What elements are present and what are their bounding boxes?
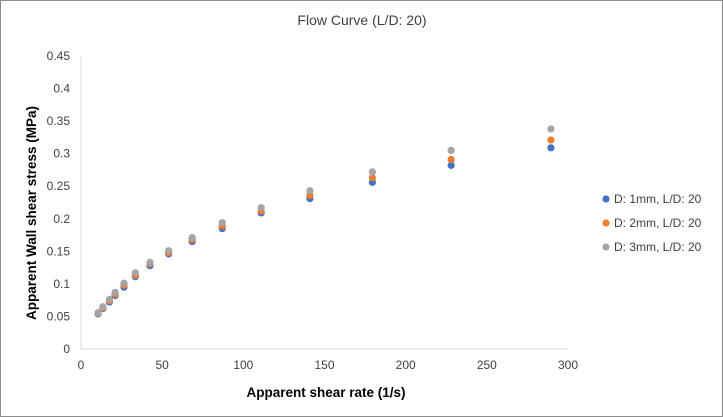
data-point-series-3: [99, 303, 107, 311]
data-point-series-3: [257, 204, 265, 212]
y-tick-labels: 0 0.05 0.1 0.15 0.2 0.25 0.3 0.35 0.4 0.45: [47, 49, 71, 356]
data-point-series-3: [306, 187, 314, 195]
y-tick-label: 0.15: [47, 244, 71, 258]
x-tick-label: 0: [78, 358, 85, 372]
data-point-series-1: [447, 161, 455, 169]
x-tick-label: 250: [477, 358, 497, 372]
data-point-series-3: [188, 234, 196, 242]
y-tick-label: 0.35: [47, 114, 71, 128]
y-tick-label: 0.05: [47, 309, 71, 323]
plot-area: 0 50 100 150 200 250 300 0 0.05 0.1 0.15 0.2 0.25 0.…: [47, 49, 579, 372]
data-point-series-1: [547, 144, 555, 152]
data-point-series-2: [447, 155, 455, 164]
y-tick-label: 0.25: [47, 179, 71, 193]
y-tick-label: 0: [63, 342, 70, 356]
data-point-series-3: [131, 269, 139, 277]
y-axis-title: Apparent Wall shear stress (MPa): [24, 106, 39, 320]
data-point-series-3: [218, 219, 226, 227]
legend: D: 1mm, L/D: 20 D: 2mm, L/D: 20 D: 3mm, L/…: [602, 192, 702, 254]
data-point-series-3: [547, 125, 555, 133]
data-point-series-3: [447, 146, 455, 155]
data-point-series-3: [111, 288, 119, 296]
legend-label-series-1: D: 1mm, L/D: 20: [614, 192, 702, 206]
y-tick-label: 0.45: [47, 49, 71, 63]
data-point-series-3: [120, 279, 128, 287]
x-tick-label: 50: [155, 358, 169, 372]
x-tick-labels: 0 50 100 150 200 250 300: [78, 358, 579, 372]
x-tick-label: 150: [314, 358, 334, 372]
data-point-series-2: [368, 174, 376, 182]
data-point-series-3: [368, 168, 376, 176]
y-tick-label: 0.4: [53, 82, 70, 96]
legend-label-series-3: D: 3mm, L/D: 20: [614, 240, 702, 254]
data-point-series-3: [165, 247, 173, 255]
data-point-series-3: [146, 258, 154, 267]
data-point-series-3: [105, 295, 114, 304]
legend-label-series-2: D: 2mm, L/D: 20: [614, 216, 702, 230]
y-tick-label: 0.1: [53, 277, 70, 291]
y-tick-label: 0.3: [53, 147, 70, 161]
x-axis-title: Apparent shear rate (1/s): [246, 385, 405, 400]
data-points: [94, 125, 555, 318]
x-tick-label: 100: [233, 358, 253, 372]
legend-marker-series-3: [602, 243, 610, 251]
data-point-series-2: [547, 136, 555, 144]
x-tick-label: 300: [558, 358, 578, 372]
x-tick-label: 200: [396, 358, 416, 372]
data-point-series-3: [94, 308, 102, 317]
chart-title: Flow Curve (L/D: 20): [297, 12, 426, 28]
legend-marker-series-2: [602, 219, 610, 227]
legend-marker-series-1: [602, 195, 610, 203]
y-tick-label: 0.2: [53, 212, 70, 226]
